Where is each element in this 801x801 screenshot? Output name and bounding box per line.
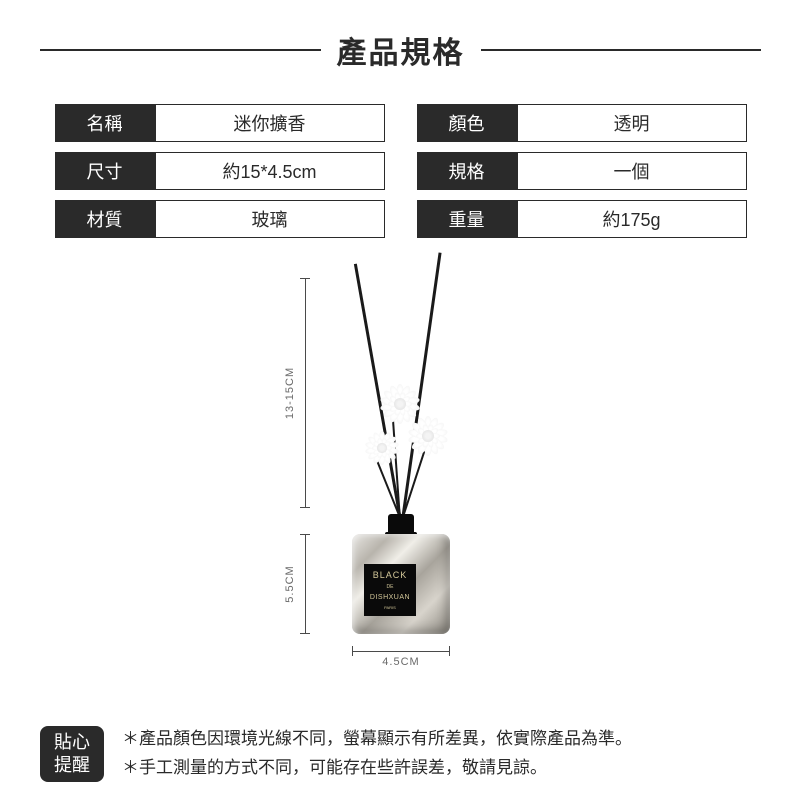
spec-label: 名稱 xyxy=(55,104,155,142)
spec-label: 規格 xyxy=(417,152,517,190)
reminder-line: ＊手工測量的方式不同，可能存在些許誤差，敬請見諒。 xyxy=(122,754,632,783)
flower-icon xyxy=(363,429,400,466)
flower-icon xyxy=(406,414,450,458)
spec-value: 一個 xyxy=(517,152,747,190)
bottle: BLACK DE DISHXUAN PARIS xyxy=(352,534,450,634)
spec-row: 材質 玻璃 xyxy=(55,200,385,238)
reminder-badge-line: 提醒 xyxy=(54,754,90,777)
specs-col-left: 名稱 迷你擴香 尺寸 約15*4.5cm 材質 玻璃 xyxy=(55,104,385,238)
spec-value: 約15*4.5cm xyxy=(155,152,385,190)
bottle-label-line: PARIS xyxy=(384,605,396,610)
spec-value: 玻璃 xyxy=(155,200,385,238)
bottle-label-line: DE xyxy=(387,584,394,590)
bottle-label-line: BLACK xyxy=(373,570,408,580)
dimension-height-top: 13-15CM xyxy=(300,278,310,508)
spec-label: 重量 xyxy=(417,200,517,238)
spec-value: 迷你擴香 xyxy=(155,104,385,142)
title-rule-right xyxy=(481,49,762,51)
spec-row: 規格 一個 xyxy=(417,152,747,190)
specs-table: 名稱 迷你擴香 尺寸 約15*4.5cm 材質 玻璃 顏色 透明 規格 一個 重… xyxy=(0,96,801,258)
bottle-cap xyxy=(388,514,414,534)
spec-row: 名稱 迷你擴香 xyxy=(55,104,385,142)
reminder-section: 貼心 提醒 ＊產品顏色因環境光線不同，螢幕顯示有所差異，依實際產品為準。 ＊手工… xyxy=(0,725,801,783)
dimension-label: 5.5CM xyxy=(284,565,296,602)
spec-row: 重量 約175g xyxy=(417,200,747,238)
dimension-label: 13-15CM xyxy=(284,367,296,419)
spec-value: 約175g xyxy=(517,200,747,238)
reminder-badge-line: 貼心 xyxy=(54,731,90,754)
spec-value: 透明 xyxy=(517,104,747,142)
dimension-width: 4.5CM xyxy=(352,646,450,656)
product-illustration: 13-15CM 5.5CM 4.5CM BLACK DE DISHXUAN PA… xyxy=(0,258,801,668)
title-rule-left xyxy=(40,49,321,51)
bottle-label-line: DISHXUAN xyxy=(370,594,410,601)
bottle-label: BLACK DE DISHXUAN PARIS xyxy=(364,564,416,616)
spec-row: 尺寸 約15*4.5cm xyxy=(55,152,385,190)
dimension-label: 4.5CM xyxy=(382,656,419,668)
title-row: 產品規格 xyxy=(0,0,801,96)
spec-label: 尺寸 xyxy=(55,152,155,190)
dimension-height-bottle: 5.5CM xyxy=(300,534,310,634)
specs-col-right: 顏色 透明 規格 一個 重量 約175g xyxy=(417,104,747,238)
reminder-line: ＊產品顏色因環境光線不同，螢幕顯示有所差異，依實際產品為準。 xyxy=(122,725,632,754)
reminder-badge: 貼心 提醒 xyxy=(40,726,104,782)
page-title: 產品規格 xyxy=(337,28,465,72)
spec-label: 顏色 xyxy=(417,104,517,142)
spec-row: 顏色 透明 xyxy=(417,104,747,142)
spec-label: 材質 xyxy=(55,200,155,238)
reminder-text: ＊產品顏色因環境光線不同，螢幕顯示有所差異，依實際產品為準。 ＊手工測量的方式不… xyxy=(122,725,632,783)
